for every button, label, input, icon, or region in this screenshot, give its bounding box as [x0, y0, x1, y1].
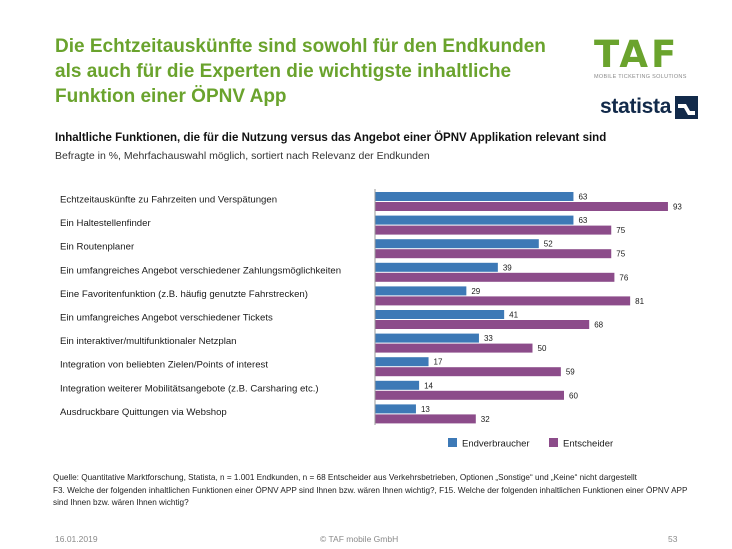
bar-entscheider [375, 202, 668, 211]
bar-endverbraucher [375, 239, 539, 249]
category-label: Ausdruckbare Quittungen via Webshop [60, 407, 227, 418]
footer-copyright: © TAF mobile GmbH [320, 534, 399, 544]
statista-logo-text: statista [600, 95, 672, 118]
legend-swatch-entscheider [549, 438, 558, 447]
bar-endverbraucher [375, 310, 505, 319]
category-label: Eine Favoritenfunktion (z.B. häufig genu… [60, 289, 308, 300]
bar-entscheider [375, 249, 612, 259]
bar-entscheider [375, 272, 615, 282]
data-label: 14 [424, 381, 433, 390]
category-label: Integration von beliebten Zielen/Points … [60, 360, 268, 371]
bar-entscheider [375, 320, 590, 329]
bar-endverbraucher [375, 215, 574, 225]
data-label: 68 [594, 321, 603, 330]
category-label: Ein Routenplaner [60, 242, 135, 253]
chart-subtitle: Befragte in %, Mehrfachauswahl möglich, … [55, 150, 430, 162]
chart-legend: Endverbraucher Entscheider [448, 438, 613, 450]
chart-title: Inhaltliche Funktionen, die für die Nutz… [55, 132, 607, 144]
data-label: 75 [616, 250, 625, 259]
data-label: 17 [434, 358, 443, 367]
taf-logo: TAF MOBILE TICKETING SOLUTIONS [594, 33, 706, 88]
data-label: 76 [619, 273, 628, 282]
bar-entscheider [375, 343, 533, 353]
category-label: Ein Haltestellenfinder [60, 218, 151, 229]
data-label: 33 [484, 334, 493, 343]
data-label: 60 [569, 391, 578, 400]
bar-entscheider [375, 296, 631, 306]
bar-entscheider [375, 414, 476, 424]
bar-endverbraucher [375, 380, 420, 390]
bar-endverbraucher [375, 404, 416, 414]
statista-mark-icon [675, 95, 699, 119]
category-labels: Echtzeitauskünfte zu Fahrzeiten und Vers… [60, 195, 341, 418]
taf-logo-subtext: MOBILE TICKETING SOLUTIONS [594, 74, 687, 80]
bar-endverbraucher [375, 357, 429, 367]
data-label: 52 [544, 240, 553, 249]
bars: 63 93 63 75 52 75 39 76 29 81 41 68 33 50 17 59 14 60 13 32 [375, 192, 682, 424]
data-label: 63 [578, 193, 587, 202]
statista-logo: statista [600, 95, 699, 119]
category-label: Integration weiterer Mobilitätsangebote … [60, 383, 319, 394]
bar-entscheider [375, 367, 561, 377]
legend-label: Endverbraucher [462, 439, 530, 450]
category-label: Ein umfangreiches Angebot verschiedener … [60, 313, 273, 324]
data-label: 93 [673, 203, 682, 212]
taf-logo-text: TAF [594, 33, 680, 76]
data-label: 13 [421, 405, 430, 414]
bar-entscheider [375, 225, 612, 235]
category-label: Ein umfangreiches Angebot verschiedener … [60, 265, 341, 276]
source-text: Quelle: Quantitative Marktforschung, Sta… [53, 473, 637, 482]
data-label: 29 [471, 287, 480, 296]
source-note: Quelle: Quantitative Marktforschung, Sta… [53, 472, 698, 510]
data-label: 32 [481, 415, 490, 424]
data-label: 63 [578, 216, 587, 225]
data-label: 81 [635, 297, 644, 306]
legend-swatch-endverbraucher [448, 438, 457, 447]
slide-title: Die Echtzeitauskünfte sind sowohl für de… [55, 36, 546, 107]
data-label: 39 [503, 263, 512, 272]
bar-entscheider [375, 390, 564, 400]
bar-endverbraucher [375, 333, 479, 343]
category-label: Ein interaktiver/multifunktionaler Netzp… [60, 336, 237, 347]
data-label: 59 [566, 368, 575, 377]
question-text: F3. Welche der folgenden inhaltlichen Fu… [53, 485, 688, 508]
footer-page-number: 53 [668, 534, 678, 544]
bar-endverbraucher [375, 286, 467, 296]
category-label: Echtzeitauskünfte zu Fahrzeiten und Vers… [60, 195, 277, 206]
data-label: 41 [509, 311, 518, 320]
bar-endverbraucher [375, 262, 498, 272]
data-label: 50 [538, 344, 547, 353]
bar-endverbraucher [375, 192, 574, 201]
data-label: 75 [616, 226, 625, 235]
bar-chart: Echtzeitauskünfte zu Fahrzeiten und Vers… [60, 189, 682, 450]
footer-date: 16.01.2019 [55, 534, 98, 544]
legend-label: Entscheider [563, 439, 613, 450]
